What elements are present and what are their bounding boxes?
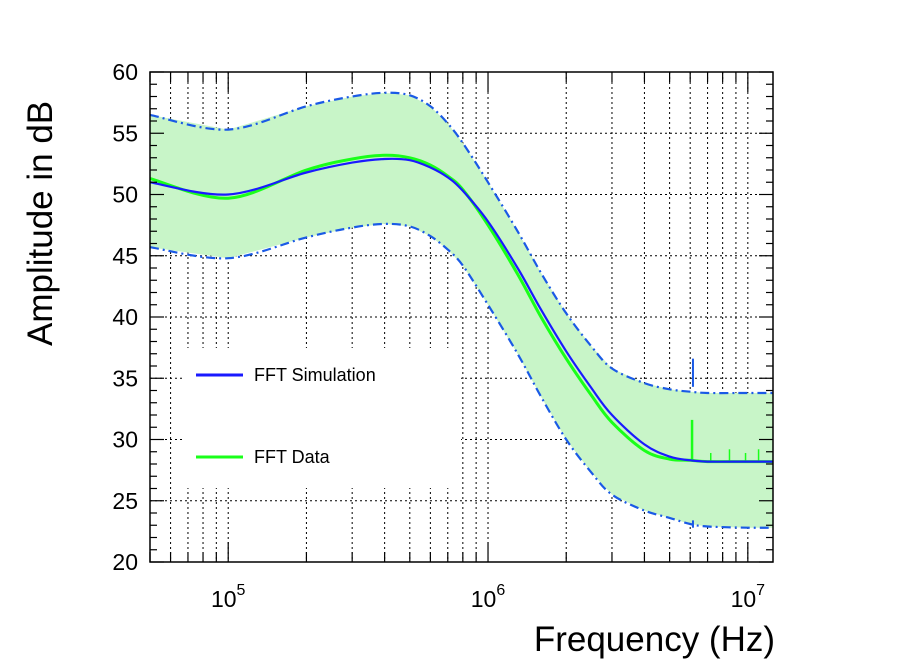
x-tick-label: 107 — [731, 582, 766, 612]
y-tick-label: 30 — [112, 427, 138, 453]
y-tick-label: 40 — [112, 304, 138, 330]
legend-label-data: FFT Data — [254, 447, 331, 467]
legend: FFT Simulation FFT Data — [185, 348, 461, 488]
lower-bound-line — [149, 222, 774, 529]
x-tick-label-exponent: 7 — [756, 582, 765, 599]
legend-label-simulation: FFT Simulation — [254, 365, 376, 385]
y-tick-label: 20 — [112, 549, 138, 575]
x-tick-label: 106 — [471, 582, 506, 612]
fft-simulation-line — [149, 157, 773, 463]
x-tick-label-exponent: 6 — [496, 582, 505, 599]
y-tick-label: 45 — [112, 243, 138, 269]
x-tick-label-exponent: 5 — [237, 582, 246, 599]
y-tick-label: 50 — [112, 182, 138, 208]
y-tick-label: 60 — [112, 59, 138, 85]
x-tick-label: 105 — [211, 582, 246, 612]
x-tick-label-base: 10 — [471, 586, 497, 612]
y-tick-label: 35 — [112, 365, 138, 391]
y-tick-label: 25 — [112, 488, 138, 514]
series-group — [149, 91, 774, 529]
legend-box — [185, 348, 461, 488]
x-axis-title: Frequency (Hz) — [534, 620, 775, 659]
x-tick-label-base: 10 — [211, 586, 237, 612]
x-tick-label-base: 10 — [731, 586, 757, 612]
y-axis-title: Amplitude in dB — [21, 101, 60, 346]
upper-bound-line — [149, 91, 773, 395]
y-tick-label: 55 — [112, 120, 138, 146]
